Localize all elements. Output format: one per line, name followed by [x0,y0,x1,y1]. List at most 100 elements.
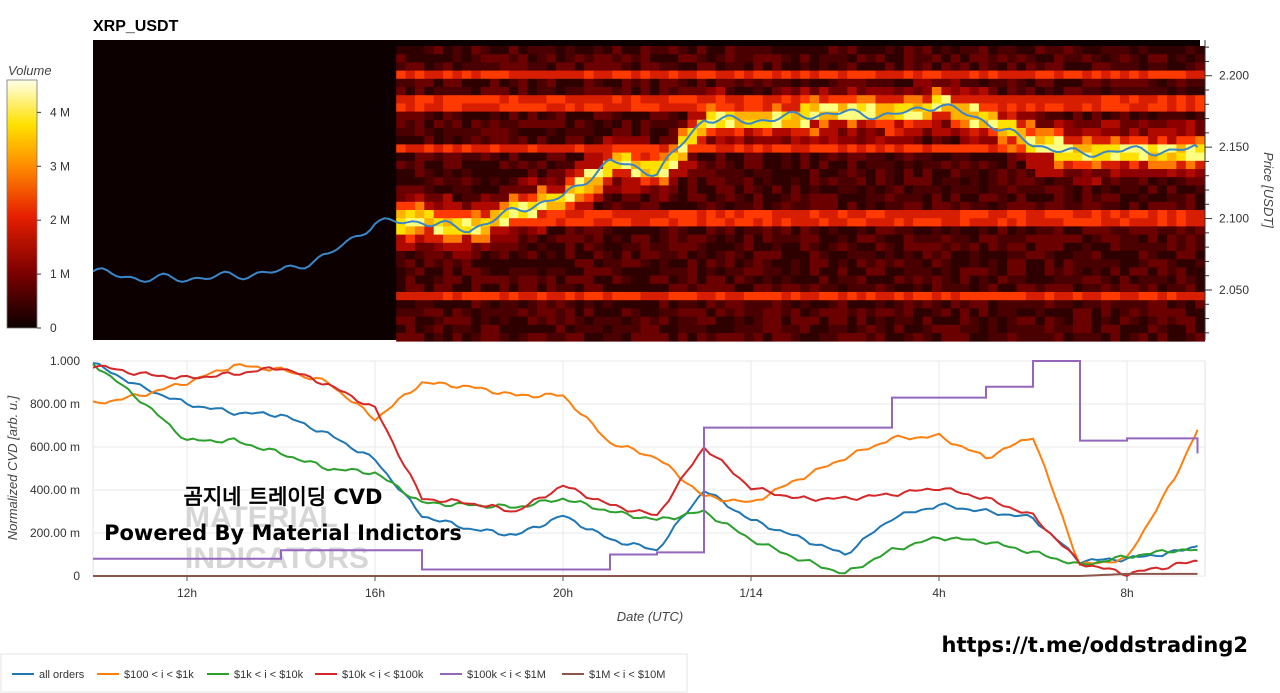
heatmap-cell [1148,95,1158,104]
heatmap-cell [518,152,529,162]
colorbar-tick-label: 0 [50,321,57,335]
heatmap-cell [781,152,792,162]
heatmap-cell [668,234,679,244]
heatmap-cell [875,251,886,260]
heatmap-cell [1063,251,1074,260]
heatmap-cell [574,292,585,301]
heatmap-cell [1007,308,1017,317]
heatmap-cell [1101,111,1111,121]
heatmap-cell [1148,128,1158,137]
heatmap-cell [659,95,670,104]
heatmap-cell [687,210,698,219]
heatmap-cell [593,78,604,88]
channel-url[interactable]: https://t.me/oddstrading2 [942,633,1249,657]
heatmap-cell [1025,333,1036,342]
heatmap-cell [866,152,876,162]
legend-label[interactable]: $1M < i < $10M [589,669,665,681]
heatmap-cell [1176,234,1187,244]
legend-label[interactable]: $10k < i < $100k [342,669,424,681]
heatmap-cell [1195,119,1205,129]
heatmap-cell [988,185,999,194]
heatmap-cell [950,259,961,268]
heatmap-cell [405,160,416,170]
heatmap-cell [574,242,585,252]
heatmap-cell [424,144,435,153]
heatmap-cell [396,292,406,301]
heatmap-cell [1044,169,1055,178]
heatmap-cell [1138,251,1149,260]
heatmap-cell [781,234,792,244]
heatmap-cell [461,177,472,186]
heatmap-cell [621,136,632,145]
heatmap-cell [668,119,679,129]
legend-label[interactable]: $100k < i < $1M [467,669,546,681]
heatmap-cell [668,54,679,63]
heatmap-cell [960,87,970,96]
heatmap-cell [931,308,942,317]
heatmap-cell [518,259,529,268]
heatmap-cell [480,185,491,194]
heatmap-cell [584,136,594,145]
heatmap-cell [931,300,942,309]
legend-label[interactable]: all orders [39,669,85,681]
heatmap-cell [969,267,980,276]
heatmap-cell [1007,111,1017,121]
heatmap-cell [640,316,651,326]
heatmap-cell [753,169,764,178]
heatmap-cell [1185,300,1196,309]
heatmap-cell [1176,128,1187,137]
heatmap-cell [602,62,613,71]
heatmap-cell [490,119,500,129]
heatmap-cell [1091,226,1102,235]
heatmap-cell [471,308,482,317]
heatmap-cell [1148,87,1158,96]
heatmap-cell [978,201,989,211]
heatmap-cell [602,283,613,293]
heatmap-cell [753,242,764,252]
heatmap-cell [1054,333,1064,342]
heatmap-cell [1044,87,1055,96]
heatmap-cell [819,128,829,137]
heatmap-cell [612,242,623,252]
heatmap-cell [1110,201,1121,211]
heatmap-cell [471,144,482,153]
heatmap-cell [809,259,820,268]
heatmap-cell [414,226,425,235]
legend-label[interactable]: $1k < i < $10k [234,669,304,681]
heatmap-cell [903,62,914,71]
heatmap-cell [753,160,764,170]
heatmap-cell [819,226,829,235]
heatmap-cell [443,185,453,194]
heatmap-cell [1007,324,1017,334]
heatmap-cell [621,128,632,137]
heatmap-cell [396,283,406,293]
heatmap-cell [997,111,1008,121]
heatmap-cell [1138,234,1149,244]
heatmap-cell [527,300,538,309]
heatmap-cell [414,128,425,137]
heatmap-cell [1016,144,1027,153]
heatmap-cell [743,275,754,285]
colorbar [6,79,38,329]
heatmap-cell [1044,275,1055,285]
heatmap-cell [903,54,914,63]
heatmap-cell [884,160,895,170]
heatmap-cell [1157,70,1168,80]
heatmap-cell [734,275,745,285]
heatmap-cell [537,226,547,235]
legend-label[interactable]: $100 < i < $1k [124,669,194,681]
heatmap-cell [499,308,510,317]
heatmap-cell [649,283,660,293]
heatmap-cell [490,78,500,88]
heatmap-cell [884,119,895,129]
heatmap-cell [1054,54,1064,63]
heatmap-cell [1054,103,1064,112]
heatmap-cell [1091,103,1102,112]
heatmap-cell [847,87,858,96]
heatmap-cell [800,119,811,129]
heatmap-cell [1035,185,1046,194]
heatmap-cell [649,70,660,80]
heatmap-cell [762,152,773,162]
heatmap-cell [1129,300,1140,309]
heatmap-cell [819,242,829,252]
